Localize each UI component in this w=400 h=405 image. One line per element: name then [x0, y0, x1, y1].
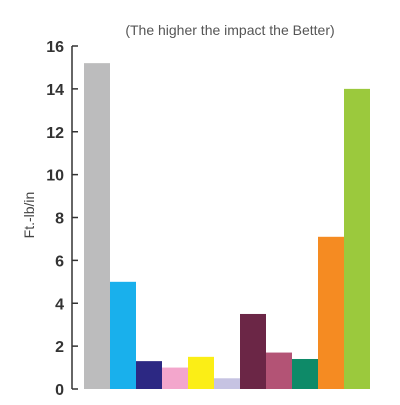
bar-9	[292, 358, 318, 389]
y-tick-label-6: 6	[55, 253, 64, 270]
y-tick-label-0: 0	[55, 382, 64, 399]
bar-8	[266, 352, 292, 389]
chart-subtitle: (The higher the impact the Better)	[125, 22, 334, 38]
y-tick-label-2: 2	[55, 339, 64, 356]
y-tick-label-16: 16	[46, 39, 64, 56]
y-tick-label-10: 10	[46, 168, 64, 185]
bar-11	[344, 88, 370, 389]
bar-10	[318, 236, 344, 389]
y-tick-label-4: 4	[55, 296, 64, 313]
y-tick-label-12: 12	[46, 125, 64, 142]
bar-6	[214, 378, 240, 389]
bar-4	[162, 367, 188, 389]
bar-7	[240, 313, 266, 389]
y-axis: 0 2 4 6 8 10 12 14 16	[46, 39, 78, 399]
y-axis-label: Ft.-lb/in	[21, 192, 37, 239]
bar-3	[136, 361, 162, 389]
bar-5	[188, 356, 214, 389]
bars	[84, 63, 370, 390]
y-tick-label-14: 14	[46, 82, 64, 99]
y-tick-label-8: 8	[55, 211, 64, 228]
bar-2	[110, 281, 136, 389]
bar-1	[84, 63, 110, 390]
